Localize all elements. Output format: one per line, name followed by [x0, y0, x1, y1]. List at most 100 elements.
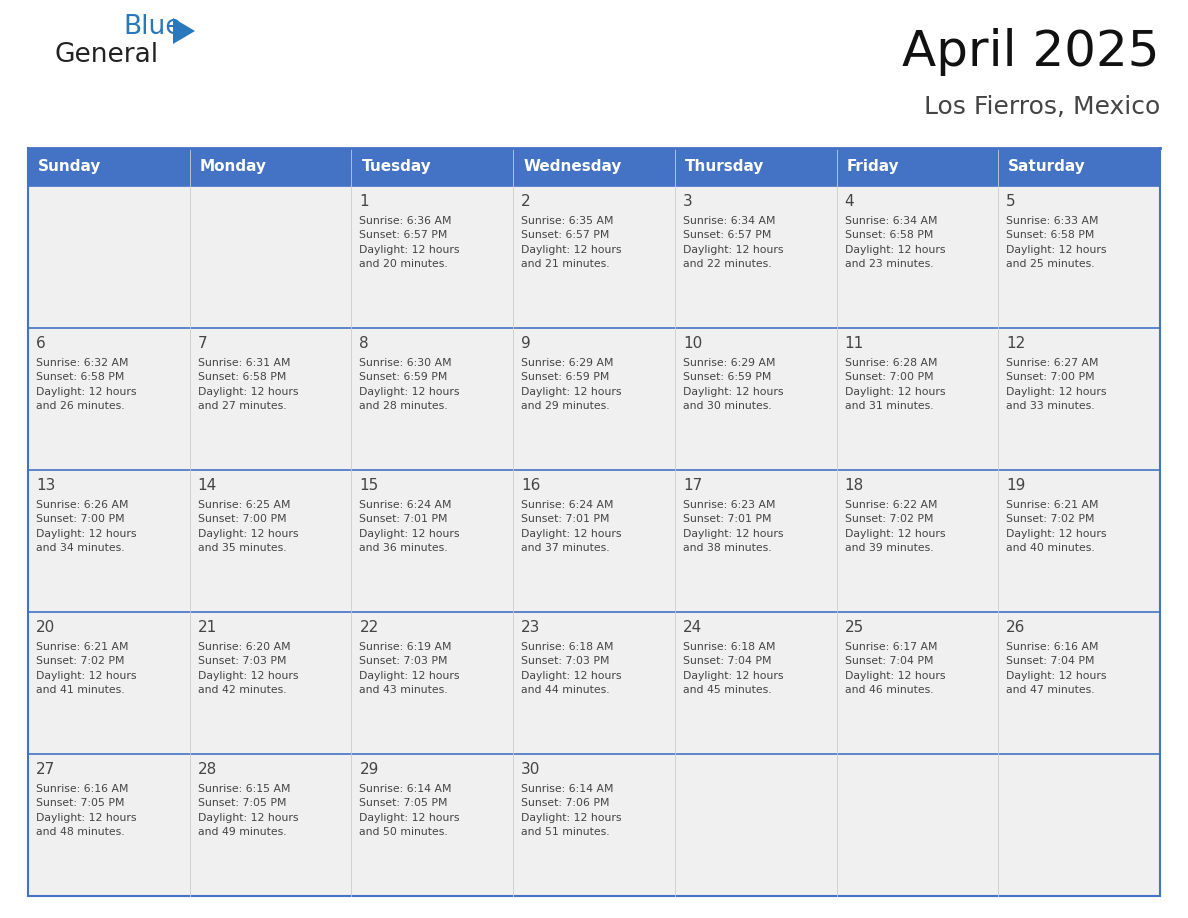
Text: 27: 27	[36, 762, 56, 777]
Text: Sunrise: 6:34 AM
Sunset: 6:57 PM
Daylight: 12 hours
and 22 minutes.: Sunrise: 6:34 AM Sunset: 6:57 PM Dayligh…	[683, 216, 783, 269]
Text: Sunrise: 6:31 AM
Sunset: 6:58 PM
Daylight: 12 hours
and 27 minutes.: Sunrise: 6:31 AM Sunset: 6:58 PM Dayligh…	[197, 358, 298, 411]
Text: 13: 13	[36, 478, 56, 493]
Text: 6: 6	[36, 336, 46, 351]
Bar	[675, 186, 836, 328]
Bar	[352, 148, 513, 186]
Bar	[836, 612, 998, 754]
Bar	[190, 148, 352, 186]
Text: Sunrise: 6:29 AM
Sunset: 6:59 PM
Daylight: 12 hours
and 30 minutes.: Sunrise: 6:29 AM Sunset: 6:59 PM Dayligh…	[683, 358, 783, 411]
Text: 19: 19	[1006, 478, 1025, 493]
Text: Blue: Blue	[124, 14, 182, 40]
Bar	[513, 470, 675, 612]
Bar	[675, 470, 836, 612]
Text: Sunrise: 6:23 AM
Sunset: 7:01 PM
Daylight: 12 hours
and 38 minutes.: Sunrise: 6:23 AM Sunset: 7:01 PM Dayligh…	[683, 500, 783, 554]
Bar	[998, 186, 1159, 328]
Text: 1: 1	[360, 194, 369, 209]
Bar	[998, 754, 1159, 896]
Bar	[998, 612, 1159, 754]
Text: 2: 2	[522, 194, 531, 209]
Text: 10: 10	[683, 336, 702, 351]
Bar	[352, 612, 513, 754]
Bar	[190, 470, 352, 612]
Text: 11: 11	[845, 336, 864, 351]
Bar	[836, 470, 998, 612]
Text: 29: 29	[360, 762, 379, 777]
Text: Sunrise: 6:35 AM
Sunset: 6:57 PM
Daylight: 12 hours
and 21 minutes.: Sunrise: 6:35 AM Sunset: 6:57 PM Dayligh…	[522, 216, 621, 269]
Bar	[513, 754, 675, 896]
Text: Sunrise: 6:30 AM
Sunset: 6:59 PM
Daylight: 12 hours
and 28 minutes.: Sunrise: 6:30 AM Sunset: 6:59 PM Dayligh…	[360, 358, 460, 411]
Bar	[836, 186, 998, 328]
Text: 20: 20	[36, 620, 56, 635]
Text: 4: 4	[845, 194, 854, 209]
Bar	[29, 612, 190, 754]
Bar	[190, 186, 352, 328]
Text: Sunrise: 6:27 AM
Sunset: 7:00 PM
Daylight: 12 hours
and 33 minutes.: Sunrise: 6:27 AM Sunset: 7:00 PM Dayligh…	[1006, 358, 1107, 411]
Text: Sunrise: 6:14 AM
Sunset: 7:06 PM
Daylight: 12 hours
and 51 minutes.: Sunrise: 6:14 AM Sunset: 7:06 PM Dayligh…	[522, 784, 621, 837]
Bar	[29, 148, 190, 186]
Text: 26: 26	[1006, 620, 1025, 635]
Text: Sunrise: 6:32 AM
Sunset: 6:58 PM
Daylight: 12 hours
and 26 minutes.: Sunrise: 6:32 AM Sunset: 6:58 PM Dayligh…	[36, 358, 137, 411]
Text: Los Fierros, Mexico: Los Fierros, Mexico	[924, 95, 1159, 119]
Text: Sunrise: 6:34 AM
Sunset: 6:58 PM
Daylight: 12 hours
and 23 minutes.: Sunrise: 6:34 AM Sunset: 6:58 PM Dayligh…	[845, 216, 946, 269]
Text: Wednesday: Wednesday	[523, 160, 621, 174]
Bar	[29, 328, 190, 470]
Text: 25: 25	[845, 620, 864, 635]
Bar	[675, 754, 836, 896]
Text: 28: 28	[197, 762, 217, 777]
Bar	[352, 754, 513, 896]
Text: Sunrise: 6:16 AM
Sunset: 7:04 PM
Daylight: 12 hours
and 47 minutes.: Sunrise: 6:16 AM Sunset: 7:04 PM Dayligh…	[1006, 642, 1107, 695]
Polygon shape	[173, 18, 195, 44]
Bar	[836, 148, 998, 186]
Text: Monday: Monday	[200, 160, 267, 174]
Bar	[513, 328, 675, 470]
Bar	[29, 470, 190, 612]
Bar	[513, 148, 675, 186]
Text: 18: 18	[845, 478, 864, 493]
Bar	[675, 328, 836, 470]
Bar	[190, 754, 352, 896]
Bar	[352, 328, 513, 470]
Text: Sunrise: 6:36 AM
Sunset: 6:57 PM
Daylight: 12 hours
and 20 minutes.: Sunrise: 6:36 AM Sunset: 6:57 PM Dayligh…	[360, 216, 460, 269]
Text: Sunrise: 6:20 AM
Sunset: 7:03 PM
Daylight: 12 hours
and 42 minutes.: Sunrise: 6:20 AM Sunset: 7:03 PM Dayligh…	[197, 642, 298, 695]
Bar	[190, 612, 352, 754]
Text: April 2025: April 2025	[903, 28, 1159, 76]
Text: Sunrise: 6:24 AM
Sunset: 7:01 PM
Daylight: 12 hours
and 36 minutes.: Sunrise: 6:24 AM Sunset: 7:01 PM Dayligh…	[360, 500, 460, 554]
Text: Sunrise: 6:21 AM
Sunset: 7:02 PM
Daylight: 12 hours
and 40 minutes.: Sunrise: 6:21 AM Sunset: 7:02 PM Dayligh…	[1006, 500, 1107, 554]
Bar	[29, 754, 190, 896]
Text: Sunrise: 6:25 AM
Sunset: 7:00 PM
Daylight: 12 hours
and 35 minutes.: Sunrise: 6:25 AM Sunset: 7:00 PM Dayligh…	[197, 500, 298, 554]
Text: 5: 5	[1006, 194, 1016, 209]
Text: 7: 7	[197, 336, 208, 351]
Text: 14: 14	[197, 478, 217, 493]
Bar	[513, 612, 675, 754]
Text: 8: 8	[360, 336, 369, 351]
Text: Sunrise: 6:17 AM
Sunset: 7:04 PM
Daylight: 12 hours
and 46 minutes.: Sunrise: 6:17 AM Sunset: 7:04 PM Dayligh…	[845, 642, 946, 695]
Text: Sunrise: 6:29 AM
Sunset: 6:59 PM
Daylight: 12 hours
and 29 minutes.: Sunrise: 6:29 AM Sunset: 6:59 PM Dayligh…	[522, 358, 621, 411]
Text: Sunrise: 6:19 AM
Sunset: 7:03 PM
Daylight: 12 hours
and 43 minutes.: Sunrise: 6:19 AM Sunset: 7:03 PM Dayligh…	[360, 642, 460, 695]
Text: 24: 24	[683, 620, 702, 635]
Text: 3: 3	[683, 194, 693, 209]
Bar	[836, 754, 998, 896]
Text: Sunrise: 6:26 AM
Sunset: 7:00 PM
Daylight: 12 hours
and 34 minutes.: Sunrise: 6:26 AM Sunset: 7:00 PM Dayligh…	[36, 500, 137, 554]
Text: 22: 22	[360, 620, 379, 635]
Bar	[998, 148, 1159, 186]
Text: 12: 12	[1006, 336, 1025, 351]
Text: Sunrise: 6:15 AM
Sunset: 7:05 PM
Daylight: 12 hours
and 49 minutes.: Sunrise: 6:15 AM Sunset: 7:05 PM Dayligh…	[197, 784, 298, 837]
Text: Sunrise: 6:14 AM
Sunset: 7:05 PM
Daylight: 12 hours
and 50 minutes.: Sunrise: 6:14 AM Sunset: 7:05 PM Dayligh…	[360, 784, 460, 837]
Text: Sunrise: 6:21 AM
Sunset: 7:02 PM
Daylight: 12 hours
and 41 minutes.: Sunrise: 6:21 AM Sunset: 7:02 PM Dayligh…	[36, 642, 137, 695]
Text: 30: 30	[522, 762, 541, 777]
Text: Friday: Friday	[847, 160, 899, 174]
Text: Sunrise: 6:16 AM
Sunset: 7:05 PM
Daylight: 12 hours
and 48 minutes.: Sunrise: 6:16 AM Sunset: 7:05 PM Dayligh…	[36, 784, 137, 837]
Bar	[352, 470, 513, 612]
Text: 15: 15	[360, 478, 379, 493]
Text: Thursday: Thursday	[684, 160, 764, 174]
Text: Sunday: Sunday	[38, 160, 101, 174]
Text: 23: 23	[522, 620, 541, 635]
Bar	[998, 470, 1159, 612]
Bar	[836, 328, 998, 470]
Bar	[675, 612, 836, 754]
Bar	[352, 186, 513, 328]
Text: 16: 16	[522, 478, 541, 493]
Bar	[675, 148, 836, 186]
Bar	[29, 186, 190, 328]
Bar	[190, 328, 352, 470]
